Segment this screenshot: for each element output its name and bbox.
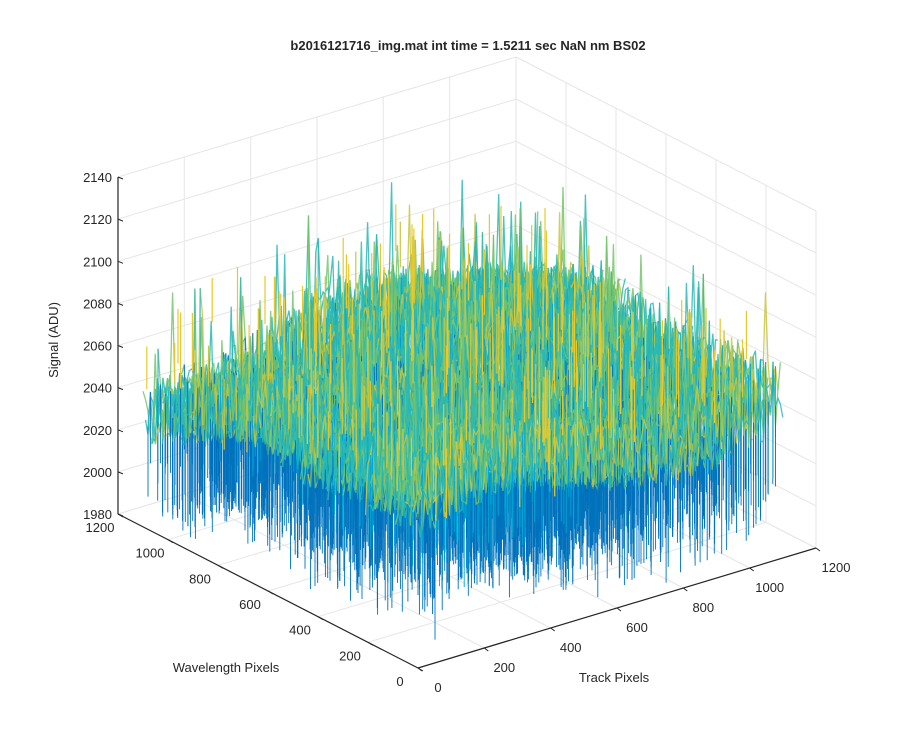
z-tick bbox=[117, 176, 124, 180]
y-tick-label: 1000 bbox=[136, 546, 165, 561]
z-tick bbox=[117, 260, 124, 264]
y-tick-label: 0 bbox=[396, 674, 403, 689]
y-tick-label: 400 bbox=[289, 623, 311, 638]
z-tick-label: 1980 bbox=[83, 507, 112, 522]
x-tick bbox=[682, 587, 688, 592]
chart-title: b2016121716_img.mat int time = 1.5211 se… bbox=[290, 38, 645, 53]
y-tick bbox=[317, 616, 324, 621]
y-tick bbox=[367, 641, 374, 646]
back-wall-gridline bbox=[117, 140, 517, 262]
axes: 0 200 400 600 800 1000 1200 0 200 400 600 800 1000 12… bbox=[83, 170, 850, 695]
y-tick-label: 1200 bbox=[86, 520, 115, 535]
x-tick-label: 1000 bbox=[755, 580, 784, 595]
z-tick bbox=[117, 387, 124, 391]
z-tick-label: 2060 bbox=[83, 339, 112, 354]
z-tick bbox=[117, 218, 124, 222]
x-tick bbox=[483, 647, 489, 652]
z-tick bbox=[117, 471, 124, 475]
z-tick bbox=[117, 302, 124, 306]
z-tick-label: 2000 bbox=[83, 465, 112, 480]
z-tick bbox=[117, 513, 124, 517]
x-tick bbox=[749, 567, 755, 572]
side-wall-gridline bbox=[515, 98, 817, 254]
y-tick-label: 800 bbox=[189, 571, 211, 586]
y-tick bbox=[417, 667, 424, 672]
z-tick bbox=[117, 345, 124, 348]
y-tick bbox=[167, 539, 174, 544]
z-tick-label: 2080 bbox=[83, 296, 112, 311]
x-tick-label: 600 bbox=[626, 620, 648, 635]
y-tick-label: 600 bbox=[239, 597, 261, 612]
z-tick-label: 2140 bbox=[83, 170, 112, 185]
x-axis-label: Track Pixels bbox=[579, 670, 650, 685]
x-tick bbox=[616, 607, 622, 612]
x-tick bbox=[550, 627, 556, 632]
y-tick bbox=[217, 564, 224, 569]
x-tick bbox=[815, 547, 821, 552]
side-wall-gridline bbox=[515, 225, 817, 380]
y-axis-label: Wavelength Pixels bbox=[173, 660, 280, 675]
z-tick-label: 2020 bbox=[83, 423, 112, 438]
back-wall-gridline bbox=[117, 56, 517, 178]
x-tick-label: 800 bbox=[692, 600, 714, 615]
x-tick-label: 0 bbox=[434, 680, 441, 695]
z-tick-label: 2040 bbox=[83, 381, 112, 396]
z-tick-label: 2100 bbox=[83, 254, 112, 269]
x-tick-label: 1200 bbox=[822, 560, 851, 575]
side-wall-gridline bbox=[515, 140, 817, 296]
y-tick-label: 200 bbox=[339, 648, 361, 663]
x-tick-label: 200 bbox=[493, 660, 515, 675]
y-tick bbox=[267, 590, 274, 595]
z-tick-label: 2120 bbox=[83, 212, 112, 227]
surface-plot bbox=[142, 179, 784, 640]
side-wall-gridline bbox=[515, 56, 817, 212]
x-tick-label: 400 bbox=[560, 640, 582, 655]
z-tick bbox=[117, 429, 124, 433]
back-wall-gridline bbox=[117, 98, 517, 220]
z-axis-label: Signal (ADU) bbox=[46, 302, 61, 378]
